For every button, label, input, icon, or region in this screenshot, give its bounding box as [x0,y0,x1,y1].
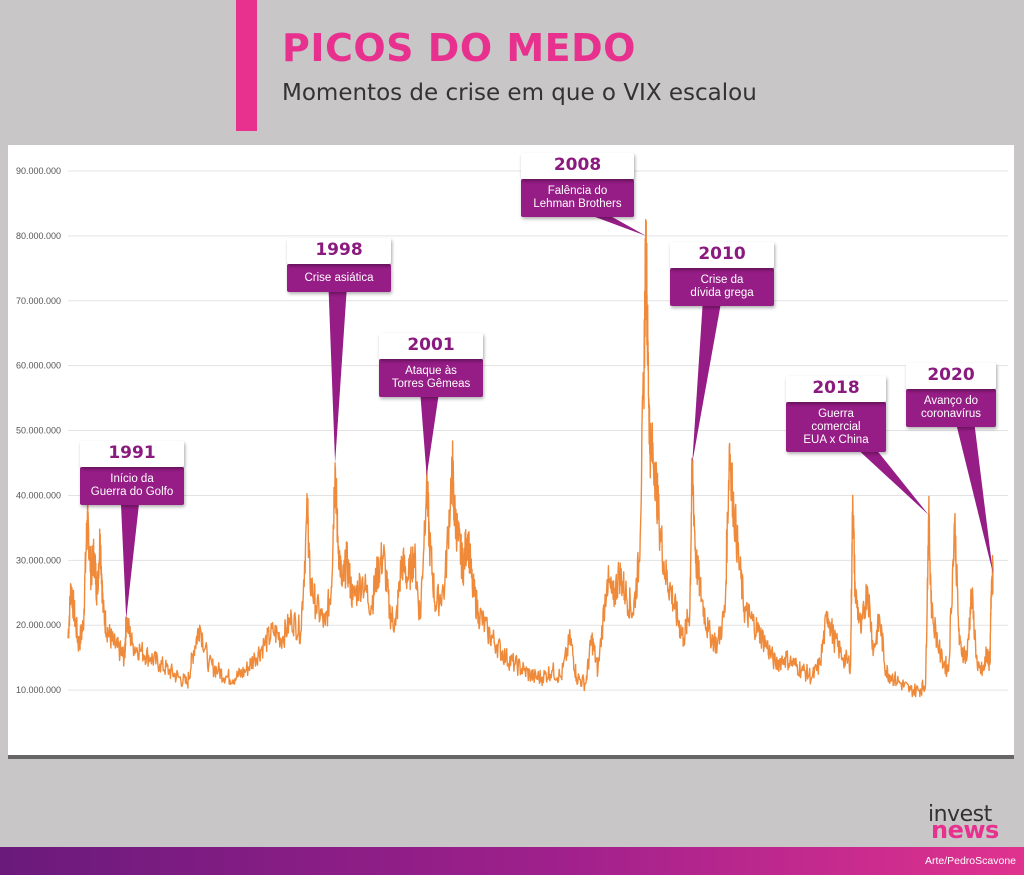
callout-2020: Avanço do coronavírus 2020 [906,363,996,427]
y-tick-label: 30.000.000 [16,555,61,565]
callout-year: 1991 [80,441,184,467]
callout-2018: Guerra comercial EUA x China 2018 [786,376,886,452]
callout-description: Ataque às Torres Gêmeas [379,359,483,397]
chart-panel: 90.000.000 80.000.000 70.000.000 60.000.000… [8,145,1014,759]
callout-2010: Crise da dívida grega 2010 [670,242,774,306]
callout-year: 2018 [786,376,886,402]
callout-2001: Ataque às Torres Gêmeas 2001 [379,333,483,397]
callout-pointer [420,396,439,476]
vix-series-line [67,218,994,698]
callout-description: Avanço do coronavírus [906,389,996,427]
vix-line-chart: 90.000.000 80.000.000 70.000.000 60.000.000… [8,166,1014,759]
callout-pointer [956,426,993,574]
investnews-logo: invest news [928,802,1018,846]
callout-description: Crise asiática [287,264,391,292]
y-tick-label: 40.000.000 [16,490,61,500]
callout-description: Falência do Lehman Brothers [521,179,634,217]
callout-pointer [859,451,929,515]
accent-bar [236,0,257,131]
callout-year: 2001 [379,333,483,359]
y-tick-label: 50.000.000 [16,426,61,436]
art-credit: Arte/PedroScavone [924,855,1016,867]
callout-pointer [328,291,347,463]
callout-1991: Início da Guerra do Golfo 1991 [80,441,184,505]
callout-description: Guerra comercial EUA x China [786,402,886,452]
footer-bar: Arte/PedroScavone [0,847,1024,875]
page-subtitle: Momentos de crise em que o VIX escalou [282,80,757,106]
callout-pointer [120,504,139,619]
callout-description: Crise da dívida grega [670,268,774,306]
callout-description: Início da Guerra do Golfo [80,467,184,505]
y-tick-label: 20.000.000 [16,620,61,630]
y-axis-ticks: 90.000.000 80.000.000 70.000.000 60.000.000… [16,166,61,695]
callout-2008: Falência do Lehman Brothers 2008 [521,153,634,217]
logo-invest-text: invest [928,802,992,827]
callout-pointers [120,216,993,619]
x-axis-baseline [8,755,1014,759]
callout-year: 2020 [906,363,996,389]
callout-pointer [592,216,646,236]
y-tick-label: 80.000.000 [16,231,61,241]
callout-1998: Crise asiática 1998 [287,238,391,292]
callout-year: 2010 [670,242,774,268]
callout-pointer [692,305,721,463]
logo-news-text: news [931,816,999,844]
y-tick-label: 90.000.000 [16,166,61,176]
callout-year: 2008 [521,153,634,179]
y-tick-label: 70.000.000 [16,296,61,306]
callout-year: 1998 [287,238,391,264]
page-title: PICOS DO MEDO [282,26,636,70]
y-tick-label: 10.000.000 [16,685,61,695]
y-tick-label: 60.000.000 [16,361,61,371]
gridlines [68,170,1008,691]
